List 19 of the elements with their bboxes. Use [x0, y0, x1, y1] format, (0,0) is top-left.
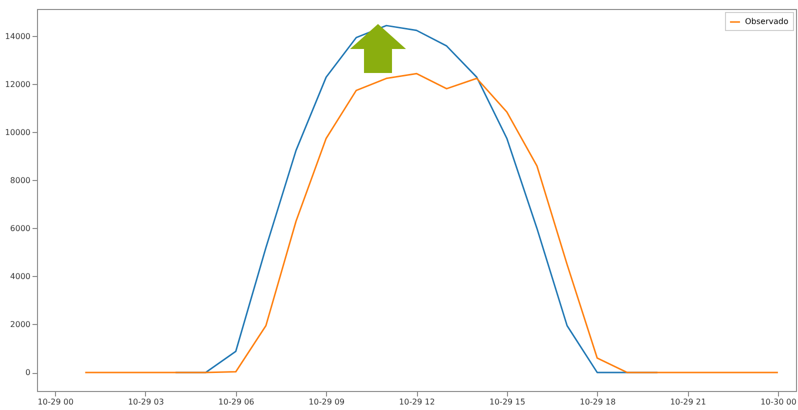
x-tick-label: 10-29 09 — [308, 398, 345, 406]
y-tick-label: 8000 — [10, 176, 30, 185]
legend-label: Observado — [745, 17, 788, 26]
y-tick-label: 0 — [25, 368, 30, 378]
x-tick-label: 10-29 00 — [38, 398, 74, 406]
y-tick-label: 4000 — [10, 272, 30, 281]
x-tick-label: 10-29 18 — [580, 398, 616, 406]
x-tick-label: 10-29 12 — [399, 398, 435, 406]
x-tick-label: 10-30 00 — [760, 398, 796, 406]
x-tick-label: 10-29 06 — [218, 398, 254, 406]
y-tick-label: 6000 — [10, 224, 30, 233]
y-tick-label: 10000 — [5, 128, 30, 137]
line-series — [84, 72, 779, 374]
x-tick-label: 10-29 21 — [670, 398, 706, 406]
x-tick-label: 10-29 15 — [489, 398, 526, 406]
y-tick-label: 2000 — [10, 320, 30, 329]
x-tick-label: 10-29 03 — [128, 398, 164, 406]
y-tick-label: 12000 — [5, 80, 30, 89]
y-tick-label: 14000 — [5, 32, 30, 41]
